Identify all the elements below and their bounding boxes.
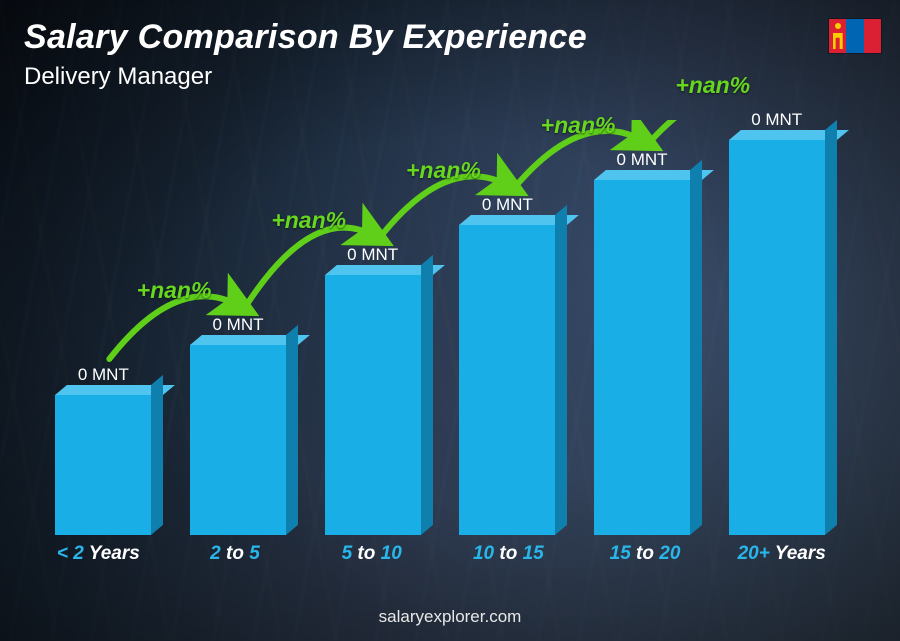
bar-slot: 0 MNT [575, 180, 710, 535]
footer-credit: salaryexplorer.com [0, 607, 900, 627]
bar: 0 MNT [729, 140, 825, 535]
page-subtitle: Delivery Manager [24, 63, 587, 91]
x-category: 5 to 10 [303, 537, 440, 571]
flag-emblem [833, 23, 843, 49]
bar-side-face [555, 205, 567, 535]
bar-front-face [190, 345, 286, 535]
bar-side-face [151, 375, 163, 535]
x-category: 2 to 5 [167, 537, 304, 571]
bar-front-face [729, 140, 825, 535]
delta-label: +nan% [406, 157, 481, 184]
flag-stripe-2 [846, 19, 863, 53]
bar-side-face [690, 160, 702, 535]
bar-side-face [421, 255, 433, 535]
bar: 0 MNT [594, 180, 690, 535]
flag-stripe-3 [864, 19, 881, 53]
mongolia-flag-icon [828, 18, 882, 54]
bar: 0 MNT [190, 345, 286, 535]
x-axis: < 2 Years2 to 55 to 1010 to 1515 to 2020… [30, 537, 850, 571]
delta-label: +nan% [541, 112, 616, 139]
bar-slot: 0 MNT [440, 225, 575, 535]
x-category: 15 to 20 [577, 537, 714, 571]
title-block: Salary Comparison By Experience Delivery… [24, 18, 587, 91]
x-category: < 2 Years [30, 537, 167, 571]
bar-front-face [594, 180, 690, 535]
bar-front-face [325, 275, 421, 535]
bar-front-face [459, 225, 555, 535]
bar-slot: 0 MNT [36, 395, 171, 535]
bar-value-label: 0 MNT [751, 110, 802, 130]
delta-label: +nan% [675, 72, 750, 99]
bar-value-label: 0 MNT [482, 195, 533, 215]
bar-slot: 0 MNT [709, 140, 844, 535]
bar: 0 MNT [325, 275, 421, 535]
delta-label: +nan% [271, 207, 346, 234]
bar-slot: 0 MNT [171, 345, 306, 535]
bar-side-face [286, 325, 298, 535]
bar-front-face [55, 395, 151, 535]
page-title: Salary Comparison By Experience [24, 18, 587, 57]
bar-value-label: 0 MNT [347, 245, 398, 265]
bar: 0 MNT [55, 395, 151, 535]
x-category: 10 to 15 [440, 537, 577, 571]
bar-value-label: 0 MNT [78, 365, 129, 385]
x-category: 20+ Years [713, 537, 850, 571]
bar: 0 MNT [459, 225, 555, 535]
bar-chart: 0 MNT 0 MNT 0 MNT 0 MNT 0 MNT 0 MNT < 2 Years… [30, 120, 850, 571]
delta-label: +nan% [137, 277, 212, 304]
bar-slot: 0 MNT [305, 275, 440, 535]
bar-side-face [825, 120, 837, 535]
bar-value-label: 0 MNT [617, 150, 668, 170]
flag-stripe-1 [829, 19, 846, 53]
bar-value-label: 0 MNT [213, 315, 264, 335]
chart-frame: Salary Comparison By Experience Delivery… [0, 0, 900, 641]
